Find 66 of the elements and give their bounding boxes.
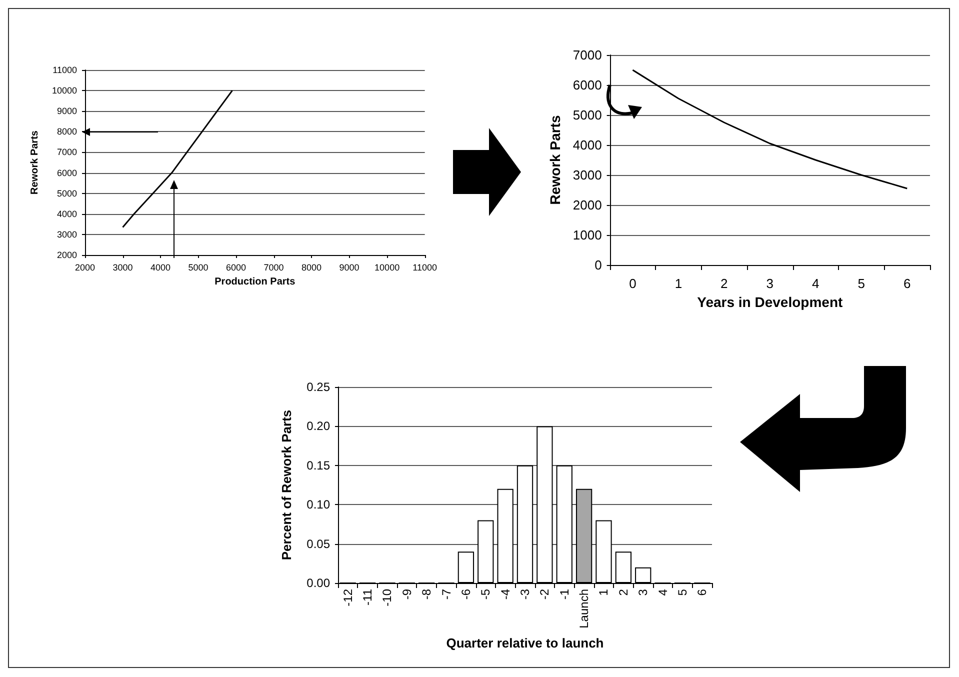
y-tick-label: 6000 xyxy=(572,78,602,92)
x-tick-label: 2 xyxy=(616,588,630,596)
x-tick-label: 6 xyxy=(695,588,710,596)
x-tick-label: 4 xyxy=(812,276,820,291)
y-tick-label: 7000 xyxy=(572,48,602,62)
x-tick-label: 1 xyxy=(674,276,682,291)
x-tick-label: -4 xyxy=(498,588,512,600)
x-tick-label: 4000 xyxy=(150,262,171,272)
y-tick-label: 0.10 xyxy=(306,498,330,512)
x-tick-label: -7 xyxy=(439,588,454,600)
y-tick-label: 3000 xyxy=(56,229,77,240)
x-tick-label: 10000 xyxy=(374,262,400,272)
y-tick-label: 11000 xyxy=(52,65,77,75)
x-tick-label: 11000 xyxy=(412,262,437,272)
y-tick-label: 4000 xyxy=(56,208,77,219)
y-tick-label: 0.15 xyxy=(306,458,330,472)
y-tick-label: 2000 xyxy=(56,250,77,260)
x-tick-label: -1 xyxy=(557,588,572,600)
y-tick-label: 0.05 xyxy=(306,536,330,551)
x-tick-label: 3 xyxy=(636,588,650,596)
x-axis-title: Years in Development xyxy=(697,294,843,310)
x-tick-label: -11 xyxy=(360,588,375,606)
x-tick-label: 9000 xyxy=(339,262,360,272)
x-tick-label: -9 xyxy=(400,588,414,600)
x-axis-title: Quarter relative to launch xyxy=(446,635,604,650)
x-tick-label: 6 xyxy=(904,276,911,291)
y-tick-label: 7000 xyxy=(56,147,77,158)
x-tick-label: 2 xyxy=(720,276,728,291)
y-tick-label: 5000 xyxy=(56,188,77,198)
y-axis-title: Percent of Rework Parts xyxy=(279,410,294,560)
x-tick-label: 5000 xyxy=(188,262,208,272)
y-tick-label: 0.25 xyxy=(306,380,330,394)
y-tick-label: 0.00 xyxy=(306,576,330,590)
y-tick-label: 9000 xyxy=(56,106,77,116)
y-tick-label: 8000 xyxy=(56,126,77,137)
line-series xyxy=(122,90,234,228)
x-tick-label: 5 xyxy=(858,276,866,291)
y-tick-label: 0.20 xyxy=(306,419,330,434)
x-axis-title: Production Parts xyxy=(214,276,296,288)
y-axis-title: Rework Parts xyxy=(30,130,40,194)
x-tick-label: 6000 xyxy=(226,262,246,272)
x-tick-label: 4 xyxy=(656,588,670,596)
x-tick-label: 5 xyxy=(675,588,690,596)
x-tick-label: 3000 xyxy=(112,262,133,272)
y-tick-label: 4000 xyxy=(572,138,602,152)
x-tick-label: -10 xyxy=(380,588,394,606)
x-tick-label: Launch xyxy=(577,589,592,628)
y-tick-label: 10000 xyxy=(52,86,77,96)
line-series xyxy=(632,69,908,190)
x-tick-label: -5 xyxy=(478,588,493,600)
x-tick-label: 0 xyxy=(629,276,636,291)
y-tick-label: 5000 xyxy=(572,108,602,122)
y-tick-label: 3000 xyxy=(572,168,602,182)
x-tick-label: 2000 xyxy=(74,262,96,272)
x-tick-label: -2 xyxy=(538,588,552,600)
x-tick-label: -12 xyxy=(340,588,355,606)
y-tick-label: 1000 xyxy=(572,228,602,242)
x-tick-label: -3 xyxy=(518,588,532,600)
x-tick-label: 3 xyxy=(766,276,774,291)
x-tick-label: -6 xyxy=(458,588,473,600)
y-tick-label: 6000 xyxy=(56,168,77,178)
x-tick-label: -8 xyxy=(420,588,434,600)
x-tick-label: 7000 xyxy=(264,262,284,272)
y-axis-title: Rework Parts xyxy=(547,115,563,205)
x-tick-label: 1 xyxy=(596,588,611,596)
y-tick-label: 2000 xyxy=(572,198,602,212)
